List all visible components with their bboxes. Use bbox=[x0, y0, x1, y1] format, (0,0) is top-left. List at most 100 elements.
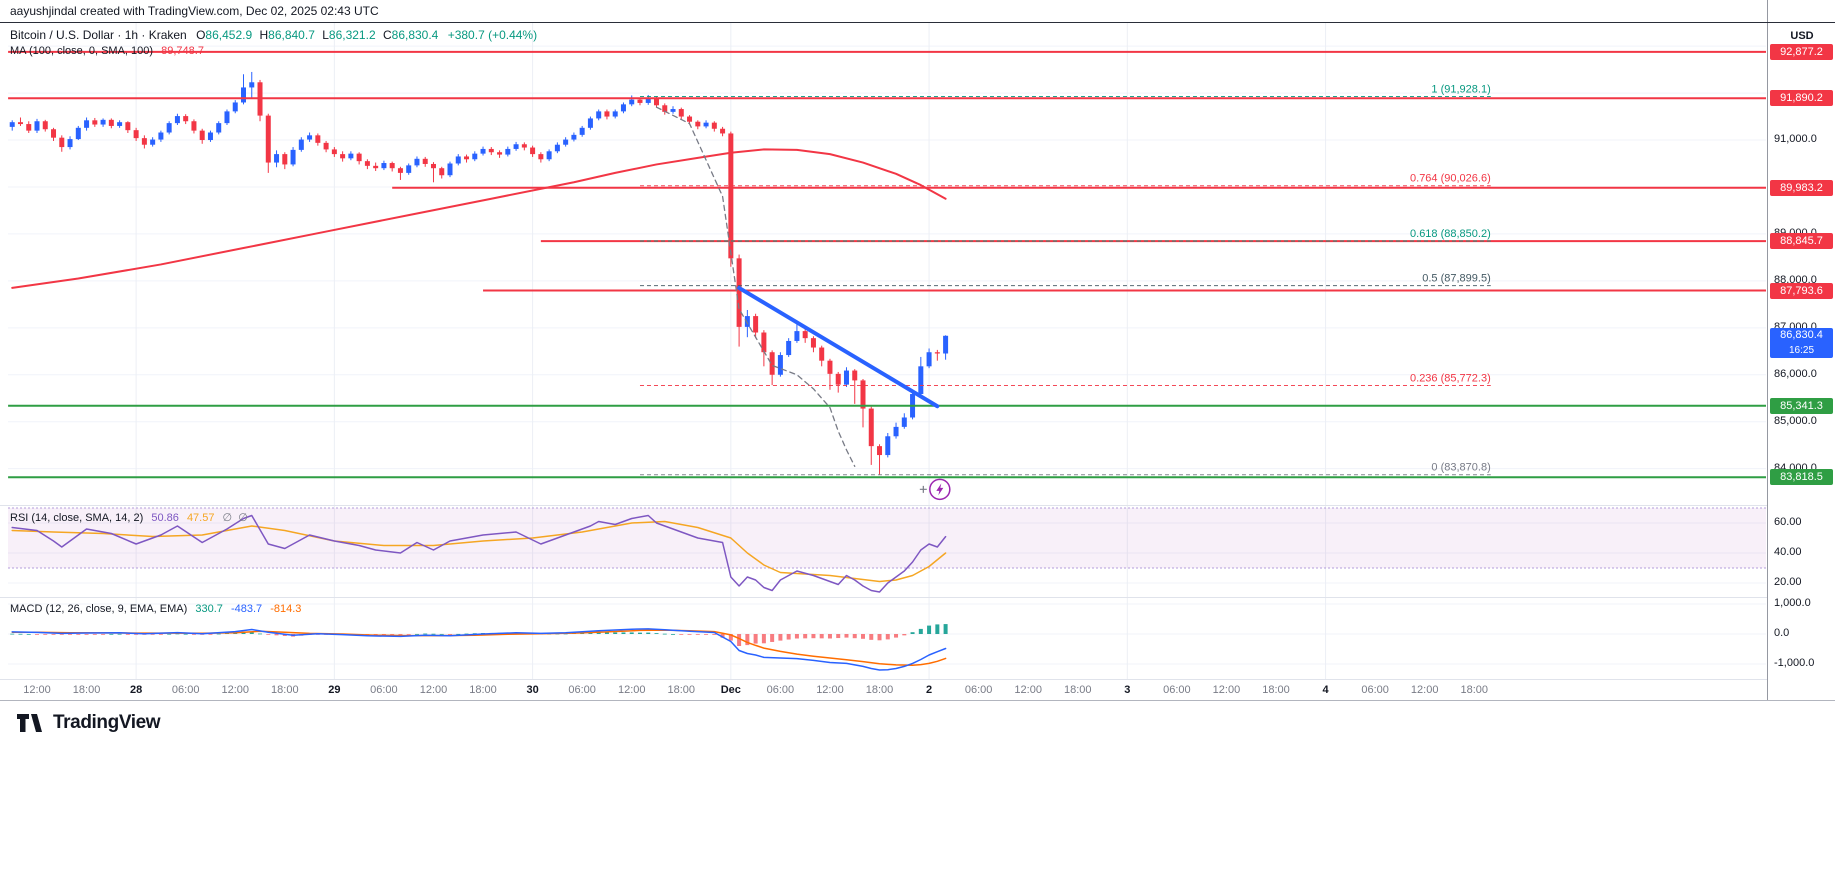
candle-body bbox=[835, 373, 841, 385]
price-level-badge: 89,983.2 bbox=[1770, 179, 1833, 196]
candle-body bbox=[769, 352, 775, 375]
macd-histogram-bar bbox=[819, 634, 824, 639]
candle-body bbox=[662, 105, 668, 112]
ohlc-change: +380.7 (+0.44%) bbox=[447, 28, 538, 42]
macd-plot[interactable] bbox=[10, 624, 948, 671]
price-axis[interactable]: USD 91,000.089,000.088,000.087,000.086,0… bbox=[1767, 0, 1835, 701]
candle-body bbox=[298, 139, 304, 150]
macd-histogram-bar bbox=[117, 633, 122, 635]
candle-body bbox=[356, 153, 362, 162]
macd-histogram-bar bbox=[943, 624, 948, 634]
macd-histogram-bar bbox=[456, 633, 461, 635]
candles-layer[interactable] bbox=[9, 71, 949, 475]
macd-histogram-bar bbox=[646, 632, 651, 634]
candle-body bbox=[133, 130, 139, 139]
trendline[interactable] bbox=[737, 285, 940, 409]
fib-label: 0.5 (87,899.5) bbox=[1422, 273, 1491, 285]
macd-histogram-bar bbox=[266, 634, 271, 635]
candle-body bbox=[934, 352, 940, 354]
macd-histogram-bar bbox=[373, 634, 378, 635]
candle-body bbox=[860, 380, 866, 409]
ma-legend[interactable]: MA (100, close, 0, SMA, 100) 89,748.7 bbox=[10, 45, 204, 57]
candle-body bbox=[340, 154, 346, 159]
macd-histogram-bar bbox=[927, 625, 932, 634]
support-resistance-lines[interactable] bbox=[8, 50, 1766, 479]
macd-histogram-bar bbox=[241, 632, 246, 634]
macd-histogram-bar bbox=[803, 634, 808, 639]
rsi-legend[interactable]: RSI (14, close, SMA, 14, 2) 50.86 47.57 … bbox=[10, 511, 248, 524]
time-label: 12:00 bbox=[1212, 684, 1241, 696]
macd-histogram-bar bbox=[175, 633, 180, 635]
candle-body bbox=[620, 104, 626, 112]
candle-countdown: 16:25 bbox=[1788, 344, 1815, 356]
candle-body bbox=[497, 152, 503, 155]
flash-icon[interactable] bbox=[919, 478, 951, 501]
rsi-tick: 40.00 bbox=[1774, 546, 1802, 558]
tradingview-logo[interactable]: TradingView bbox=[16, 712, 161, 734]
candle-body bbox=[307, 135, 313, 140]
candle-body bbox=[918, 366, 924, 395]
macd-histogram-bar bbox=[662, 633, 667, 635]
candle-body bbox=[810, 338, 816, 348]
macd-histogram-value: 330.7 bbox=[195, 603, 223, 615]
fib-label: 1 (91,928.1) bbox=[1431, 83, 1490, 95]
candle-body bbox=[315, 135, 321, 143]
candle-body bbox=[422, 158, 428, 164]
macd-histogram-bar bbox=[902, 634, 907, 636]
macd-histogram-bar bbox=[249, 631, 254, 634]
macd-legend[interactable]: MACD (12, 26, close, 9, EMA, EMA) 330.7 … bbox=[10, 603, 301, 615]
fib-retracement[interactable]: 1 (91,928.1) 0.764 (90,026.6) 0.618 (88,85… bbox=[639, 83, 1491, 476]
macd-histogram-bar bbox=[770, 634, 775, 642]
candle-body bbox=[406, 165, 412, 173]
time-label: 06:00 bbox=[964, 684, 993, 696]
ohlc-low-label: L bbox=[322, 28, 329, 42]
rsi-ma-value: 47.57 bbox=[186, 512, 215, 524]
macd-histogram-bar bbox=[596, 632, 601, 634]
currency-label: USD bbox=[1790, 30, 1814, 42]
macd-histogram-bar bbox=[158, 634, 163, 635]
candle-body bbox=[703, 122, 709, 127]
chart-canvas[interactable]: 1 (91,928.1) 0.764 (90,026.6) 0.618 (88,85… bbox=[0, 0, 1767, 679]
time-label: 18:00 bbox=[667, 684, 696, 696]
candle-body bbox=[480, 148, 486, 154]
candle-body bbox=[596, 111, 602, 119]
ohlc-open-label: O bbox=[196, 28, 206, 42]
time-axis[interactable]: 12:00 18:00 28 06:00 12:00 18:00 29 06:00 12:00 1… bbox=[0, 679, 1767, 701]
macd-histogram-bar bbox=[390, 634, 395, 635]
candle-body bbox=[191, 121, 197, 131]
macd-histogram-bar bbox=[588, 632, 593, 634]
candle-body bbox=[414, 158, 420, 166]
candle-body bbox=[521, 144, 527, 148]
macd-histogram-bar bbox=[671, 634, 676, 635]
candle-body bbox=[530, 147, 536, 155]
candle-body bbox=[777, 355, 783, 375]
candle-body bbox=[786, 340, 792, 356]
symbol-legend[interactable]: Bitcoin / U.S. Dollar · 1h · Kraken O86,… bbox=[10, 28, 537, 42]
candle-body bbox=[158, 132, 164, 140]
candle-body bbox=[51, 129, 57, 138]
macd-histogram-bar bbox=[258, 633, 263, 635]
macd-histogram-bar bbox=[704, 634, 709, 635]
candle-body bbox=[290, 149, 296, 165]
macd-signal-value: -814.3 bbox=[270, 603, 302, 615]
candle-body bbox=[488, 148, 494, 153]
candle-body bbox=[736, 258, 742, 327]
rsi-plot[interactable] bbox=[11, 514, 947, 593]
ohlc-open-value: 86,452.9 bbox=[205, 28, 253, 42]
tradingview-wordmark: TradingView bbox=[53, 712, 161, 733]
macd-histogram-bar bbox=[918, 628, 923, 634]
macd-histogram-bar bbox=[68, 634, 73, 635]
macd-histogram-bar bbox=[761, 634, 766, 644]
price-tick: 86,000.0 bbox=[1774, 367, 1817, 380]
candle-body bbox=[852, 370, 858, 381]
macd-histogram-bar bbox=[836, 634, 841, 639]
macd-histogram-bar bbox=[125, 634, 130, 635]
candle-body bbox=[67, 139, 73, 148]
ma-line[interactable] bbox=[11, 148, 947, 289]
ohlc-close-label: C bbox=[382, 28, 392, 42]
macd-histogram-bar bbox=[167, 633, 172, 635]
candle-body bbox=[604, 111, 610, 117]
candle-body bbox=[224, 111, 230, 124]
chart-top-border bbox=[0, 22, 1835, 23]
candle-body bbox=[464, 156, 470, 160]
